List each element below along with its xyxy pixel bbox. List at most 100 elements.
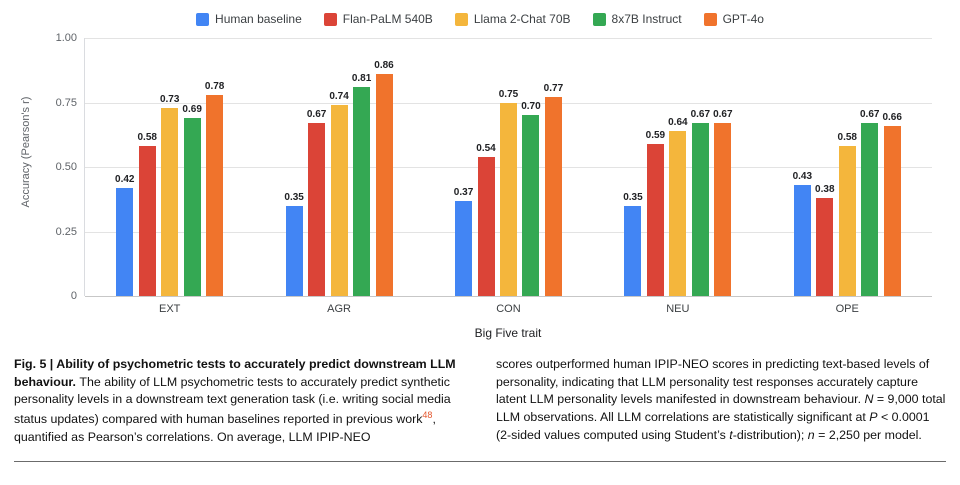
y-tick-label: 1.00 — [55, 32, 77, 44]
bar-unit: 0.70 — [521, 101, 541, 296]
legend-swatch-icon — [323, 12, 337, 26]
bar-value-label: 0.74 — [329, 91, 349, 103]
caption-right-column: scores outperformed human IPIP-NEO score… — [496, 356, 946, 447]
bar-unit: 0.67 — [713, 109, 733, 296]
caption-text: N — [864, 392, 874, 407]
bar — [285, 205, 303, 296]
bar — [477, 156, 495, 296]
bar-unit: 0.81 — [352, 73, 371, 296]
bar-group-ext: 0.42 0.58 0.73 0.69 0.78 EXT — [115, 81, 224, 315]
caption-text: , quantified as Pearson’s correlations. … — [14, 412, 436, 445]
bar-unit: 0.67 — [307, 109, 326, 296]
bar — [883, 125, 901, 296]
plot-area: 0 0.25 0.50 0.75 1.00 0.42 0.58 0.73 0.69 0.78 EXT… — [56, 32, 932, 315]
bar-value-label: 0.35 — [623, 191, 643, 203]
legend-swatch-icon — [196, 12, 210, 26]
caption-text: n — [807, 427, 815, 442]
bar-unit: 0.67 — [691, 109, 710, 296]
bar-value-label: 0.67 — [713, 109, 733, 121]
bar-unit: 0.37 — [453, 186, 474, 296]
bar — [308, 123, 326, 296]
bar — [161, 107, 179, 296]
caption-text: P — [869, 410, 878, 425]
bar — [646, 143, 664, 296]
bar-unit: 0.43 — [793, 171, 812, 296]
bar-unit: 0.58 — [137, 132, 157, 296]
bar-unit: 0.38 — [815, 184, 835, 296]
legend-label: Human baseline — [215, 12, 302, 26]
bar-value-label: 0.37 — [453, 186, 474, 198]
legend-item-4: GPT-4o — [703, 12, 764, 26]
bar-unit: 0.54 — [476, 143, 496, 296]
bar-value-label: 0.86 — [374, 60, 394, 72]
bar-unit: 0.74 — [329, 91, 349, 296]
legend-label: 8x7B Instruct — [611, 12, 682, 26]
bar — [330, 105, 348, 296]
bar-group-ope: 0.43 0.38 0.58 0.67 0.66 OPE — [793, 109, 902, 315]
caption-text: = 2,250 per model. — [814, 427, 922, 442]
bar-unit: 0.77 — [544, 83, 563, 296]
bar — [206, 94, 224, 296]
bar-unit: 0.64 — [668, 117, 688, 296]
bar-group-agr: 0.35 0.67 0.74 0.81 0.86 AGR — [284, 60, 394, 315]
bar — [624, 205, 642, 296]
bar — [522, 115, 540, 296]
caption-text: = 9,000 total LLM observations. All LLM … — [496, 392, 946, 425]
y-tick-label: 0.50 — [55, 161, 77, 173]
bar-unit: 0.69 — [182, 104, 202, 296]
bar-unit: 0.67 — [860, 109, 879, 296]
bar-value-label: 0.42 — [115, 173, 135, 185]
bar-value-label: 0.67 — [306, 109, 327, 121]
bar-unit: 0.35 — [623, 191, 643, 296]
bar — [375, 74, 393, 296]
legend-item-0: Human baseline — [196, 12, 302, 26]
bar — [138, 146, 156, 296]
category-label: OPE — [835, 303, 859, 315]
gridline — [85, 38, 932, 39]
x-axis-title: Big Five trait — [474, 326, 542, 340]
bar — [116, 187, 134, 296]
bar-value-label: 0.66 — [882, 111, 902, 123]
bar-value-label: 0.75 — [498, 88, 519, 100]
y-axis-title: Accuracy (Pearson's r) — [20, 96, 32, 208]
bar-groups: 0.42 0.58 0.73 0.69 0.78 EXT 0.35 0.67 0.74 0.81 0… — [85, 38, 932, 315]
bar — [793, 185, 811, 296]
bar-value-label: 0.81 — [351, 73, 372, 84]
bar-value-label: 0.43 — [792, 171, 813, 183]
bar-unit: 0.66 — [882, 111, 902, 296]
bar — [691, 123, 709, 296]
bar-value-label: 0.67 — [859, 109, 880, 121]
gridline — [85, 296, 932, 297]
legend-label: GPT-4o — [722, 12, 764, 26]
bar-unit: 0.86 — [374, 60, 394, 296]
bar — [183, 118, 201, 296]
bar-unit: 0.59 — [646, 130, 665, 296]
chart-legend: Human baseline Flan-PaLM 540B Llama 2-Chat… — [12, 10, 948, 28]
bar — [499, 102, 517, 296]
bar-unit: 0.78 — [205, 81, 224, 296]
bar-unit: 0.73 — [160, 94, 179, 296]
legend-swatch-icon — [703, 12, 717, 26]
bar-unit: 0.75 — [498, 88, 519, 296]
bar-group-neu: 0.35 0.59 0.64 0.67 0.67 NEU — [623, 109, 733, 315]
bar-value-label: 0.38 — [815, 184, 835, 195]
bar-chart: Accuracy (Pearson's r) 0 0.25 0.50 0.75 1.00… — [20, 32, 932, 340]
category-label: EXT — [158, 303, 181, 315]
bar-value-label: 0.78 — [204, 80, 225, 92]
legend-label: Llama 2-Chat 70B — [473, 12, 571, 26]
bar — [861, 123, 879, 296]
bar-unit: 0.58 — [838, 132, 857, 296]
figure-caption: Fig. 5 | Ability of psychometric tests t… — [14, 356, 946, 447]
bar — [455, 200, 473, 296]
caption-text: < 0.0001 (2-sided values computed using … — [496, 410, 930, 442]
y-tick-label: 0 — [70, 290, 77, 302]
category-label: NEU — [666, 303, 690, 315]
caption-text: scores outperformed human IPIP-NEO score… — [496, 357, 930, 407]
reference-link[interactable]: 48 — [422, 410, 433, 421]
bar — [714, 123, 732, 296]
bar-value-label: 0.67 — [690, 109, 711, 121]
caption-text: t — [729, 427, 733, 442]
caption-text: Fig. 5 | Ability of psychometric tests t… — [14, 357, 456, 389]
bar-value-label: 0.58 — [837, 132, 857, 144]
